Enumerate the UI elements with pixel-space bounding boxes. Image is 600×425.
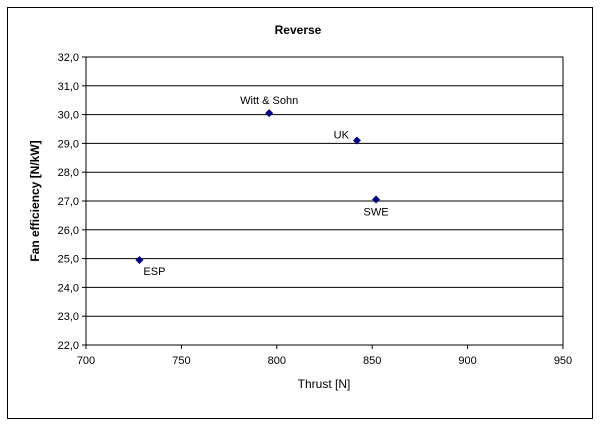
y-tick-label: 25,0: [58, 254, 79, 266]
x-tick-label: 800: [268, 355, 286, 367]
data-point-label: UK: [334, 130, 350, 142]
data-point-marker: [372, 195, 381, 204]
x-axis-label: Thrust [N]: [298, 377, 351, 391]
data-point-label: SWE: [363, 207, 388, 219]
y-tick-label: 22,0: [58, 340, 79, 352]
y-tick-label: 30,0: [58, 110, 79, 122]
chart-title: Reverse: [275, 23, 322, 37]
y-axis-ticks: 22,0 23,0 24,0 25,0 26,0 27,0 28,0 29,0 30,0 31,0…: [58, 52, 86, 352]
x-tick-label: 700: [77, 355, 95, 367]
y-tick-label: 31,0: [58, 81, 79, 93]
y-tick-label: 23,0: [58, 311, 79, 323]
y-tick-label: 26,0: [58, 225, 79, 237]
data-point-label: ESP: [143, 266, 165, 278]
x-tick-label: 900: [458, 355, 476, 367]
data-points: ESP Witt & Sohn UK SWE: [135, 95, 389, 278]
data-point-marker: [135, 256, 144, 265]
y-tick-label: 29,0: [58, 138, 79, 150]
y-tick-label: 28,0: [58, 167, 79, 179]
data-point-marker: [265, 109, 274, 118]
grid-lines: [86, 85, 563, 317]
x-tick-label: 950: [554, 355, 572, 367]
data-point-marker: [352, 136, 361, 145]
x-tick-label: 750: [172, 355, 190, 367]
x-tick-label: 850: [363, 355, 381, 367]
y-tick-label: 32,0: [58, 52, 79, 64]
x-axis-ticks: 700 750 800 850 900 950: [77, 345, 572, 367]
y-tick-label: 27,0: [58, 196, 79, 208]
chart-frame: [7, 7, 593, 419]
y-axis-label: Fan efficiency [N/kW]: [28, 140, 42, 261]
y-tick-label: 24,0: [58, 282, 79, 294]
data-point-label: Witt & Sohn: [240, 95, 298, 107]
